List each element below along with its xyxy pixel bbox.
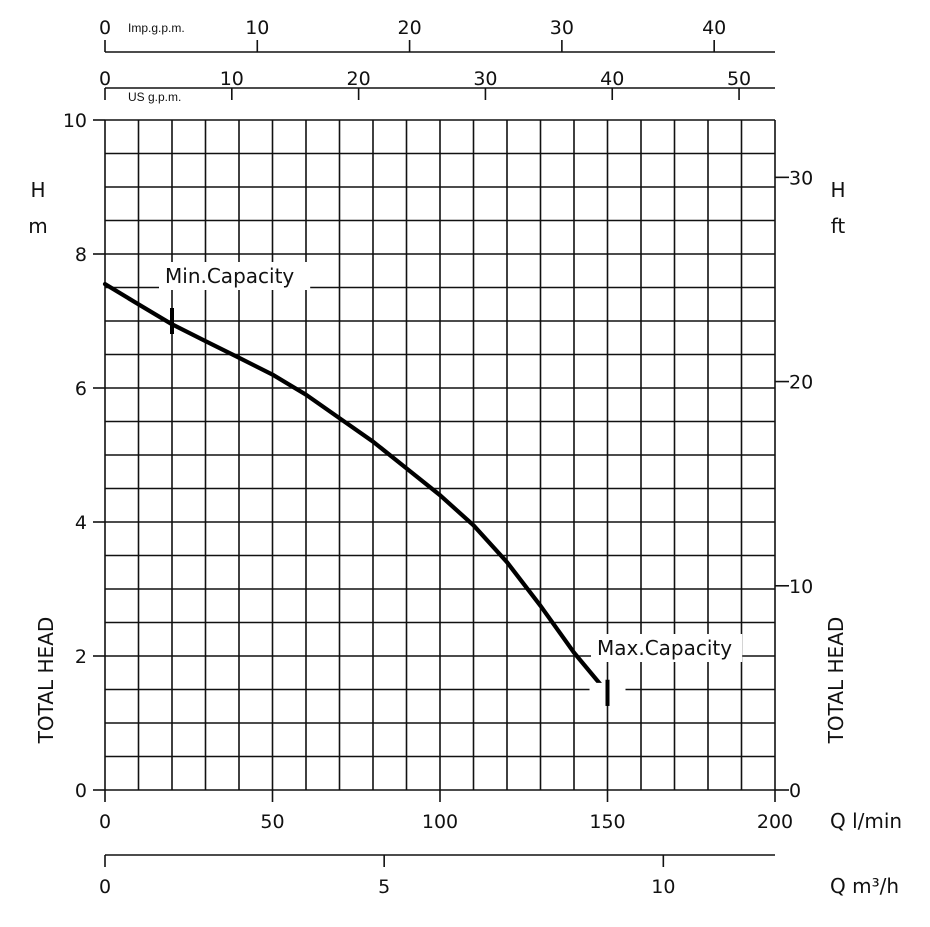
y-tick-label: 10 <box>63 110 87 132</box>
y-axis-unit: m <box>28 214 47 238</box>
y-ft-tick-label: 0 <box>789 780 801 802</box>
y-tick-label: 6 <box>75 378 87 400</box>
imp-gpm-tick-label: 10 <box>245 17 269 39</box>
imp-gpm-axis-label: Imp.g.p.m. <box>128 21 185 35</box>
imp-gpm-tick-label: 0 <box>99 17 111 39</box>
y-ft-axis-side-label: TOTAL HEAD <box>824 617 848 745</box>
curve-layer <box>105 284 626 706</box>
y-ft-tick-label: 30 <box>789 167 813 189</box>
x-tick-label: 150 <box>589 811 625 833</box>
imp-gpm-tick-label: 20 <box>397 17 421 39</box>
x-tick-label: 200 <box>757 811 793 833</box>
m3h-tick-label: 5 <box>378 876 390 898</box>
x-axis-label: Q l/min <box>830 809 902 833</box>
max-capacity-label: Max.Capacity <box>597 636 732 660</box>
us-gpm-tick-label: 50 <box>727 68 751 90</box>
y-ft-tick-label: 10 <box>789 576 813 598</box>
imp-gpm-tick-label: 40 <box>702 17 726 39</box>
y-axis-side-label: TOTAL HEAD <box>34 617 58 745</box>
m3h-tick-label: 10 <box>651 876 675 898</box>
us-gpm-tick-label: 20 <box>347 68 371 90</box>
y-ft-axis-symbol: H <box>830 178 845 202</box>
min-capacity-label: Min.Capacity <box>165 264 294 288</box>
y-ft-tick-label: 20 <box>789 372 813 394</box>
m3h-axis-label: Q m³/h <box>830 874 899 898</box>
us-gpm-tick-label: 10 <box>220 68 244 90</box>
y-tick-label: 8 <box>75 244 87 266</box>
y-tick-label: 0 <box>75 780 87 802</box>
us-gpm-tick-label: 0 <box>99 68 111 90</box>
grid <box>105 120 775 790</box>
y-tick-label: 2 <box>75 646 87 668</box>
x-tick-label: 100 <box>422 811 458 833</box>
us-gpm-tick-label: 40 <box>600 68 624 90</box>
m3h-tick-label: 0 <box>99 876 111 898</box>
us-gpm-tick-label: 30 <box>473 68 497 90</box>
x-tick-label: 0 <box>99 811 111 833</box>
y-tick-label: 4 <box>75 512 87 534</box>
us-gpm-axis-label: US g.p.m. <box>128 90 181 104</box>
x-tick-label: 50 <box>260 811 284 833</box>
y-axis-symbol: H <box>30 178 45 202</box>
y-ft-axis-unit: ft <box>831 214 846 238</box>
imp-gpm-tick-label: 30 <box>550 17 574 39</box>
